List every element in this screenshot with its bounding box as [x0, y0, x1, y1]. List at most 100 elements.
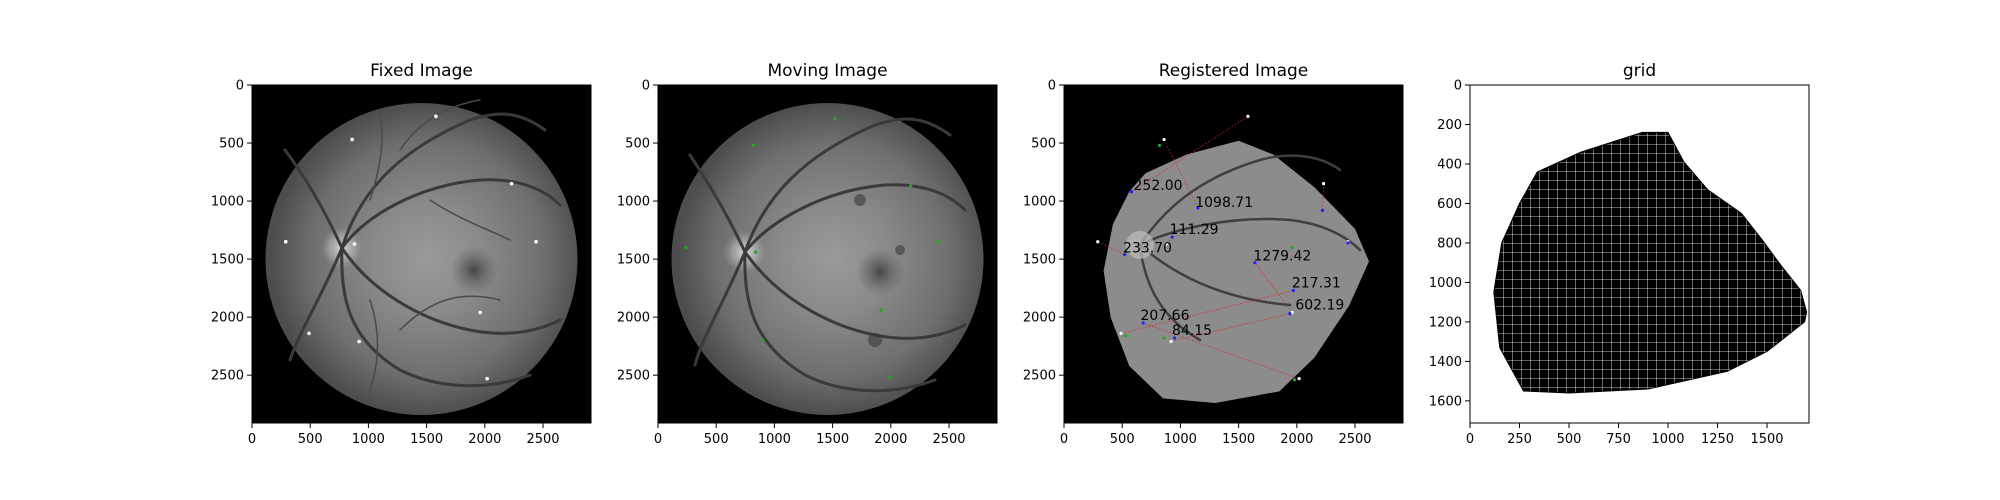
distance-label: 602.19	[1295, 297, 1344, 313]
x-tick-label: 1500	[1750, 432, 1783, 447]
landmark-point	[684, 245, 688, 250]
registered-landmark-point	[1320, 208, 1325, 212]
x-tick-label: 0	[1466, 432, 1474, 447]
y-tick-label: 0	[236, 79, 244, 94]
y-tick-label: 0	[1048, 79, 1056, 94]
y-tick-label: 1500	[617, 253, 650, 268]
y-tick-label: 500	[1031, 137, 1056, 152]
x-tick-label: 500	[1110, 432, 1135, 447]
deformation-mesh	[1493, 131, 1808, 394]
axis-ticks: 0 500 1000 1500 2000 2500 0 500 1000 1500 2000 2500	[211, 79, 560, 448]
panel-title: Fixed Image	[370, 61, 473, 81]
panel-fixed-image: Fixed Image 0 500 1000 150	[211, 61, 592, 448]
registered-landmark-point	[1291, 288, 1295, 293]
moved-landmark-point	[1157, 143, 1162, 147]
error-line	[1131, 116, 1249, 193]
y-tick-label: 500	[219, 137, 244, 152]
y-tick-label: 1000	[211, 195, 244, 210]
registered-landmark-point	[1129, 190, 1134, 194]
landmark-point	[935, 239, 940, 244]
panel-grid: grid 0 250 500 750 1000 1250 1500 0 200 400 600 800…	[1429, 61, 1810, 448]
registered-landmark-point	[1170, 235, 1174, 239]
error-line	[1171, 313, 1290, 342]
x-tick-label: 0	[654, 432, 662, 447]
fixed-landmark-point	[1119, 331, 1123, 335]
y-tick-label: 1400	[1429, 355, 1462, 370]
x-tick-label: 2000	[468, 432, 501, 447]
landmark-group	[1096, 114, 1350, 382]
y-tick-label: 0	[642, 79, 650, 94]
axes-frame	[251, 84, 592, 424]
landmark-point	[887, 375, 892, 380]
panel-registered-image: Registered Image 252.00 1098.71 111.29 233.…	[1023, 61, 1404, 447]
landmark-point	[753, 250, 758, 254]
moved-landmark-point	[1124, 334, 1128, 338]
panel-title: Moving Image	[767, 61, 887, 81]
fixed-landmark-point	[1164, 242, 1169, 246]
x-tick-label: 500	[298, 432, 323, 447]
landmark-group	[684, 116, 940, 380]
y-tick-label: 2000	[1023, 311, 1056, 326]
panel-moving-image: Moving Image 0 500 1000 1500 2000 2500 0 500 100…	[617, 61, 998, 447]
error-line	[1143, 322, 1300, 379]
panel-title: Registered Image	[1159, 61, 1309, 81]
x-tick-label: 2500	[932, 432, 965, 447]
y-tick-label: 2500	[1023, 369, 1056, 384]
fundus-image	[265, 99, 578, 415]
registered-landmark-point	[1288, 312, 1292, 316]
fixed-landmark-point	[1322, 182, 1326, 186]
fixed-landmark-point	[1162, 137, 1166, 142]
moved-landmark-point	[1162, 336, 1166, 340]
axes-frame	[1469, 84, 1810, 424]
landmark-point	[434, 114, 438, 119]
axes-frame	[657, 84, 998, 424]
landmark-point	[751, 143, 756, 148]
fixed-landmark-point	[1297, 377, 1301, 381]
x-tick-label: 1500	[1222, 432, 1255, 447]
x-tick-label: 2500	[1338, 432, 1371, 447]
x-tick-label: 500	[704, 432, 729, 447]
y-tick-label: 1000	[617, 195, 650, 210]
error-line	[1120, 290, 1294, 334]
landmark-point	[509, 181, 514, 186]
moved-landmark-point	[1292, 378, 1297, 382]
x-tick-label: 1000	[1651, 432, 1684, 447]
x-tick-label: 0	[248, 432, 256, 447]
distance-label: 233.70	[1123, 240, 1172, 256]
y-tick-label: 1200	[1429, 315, 1462, 330]
registered-landmark-point	[1122, 252, 1127, 257]
registered-landmark-point	[1141, 321, 1145, 325]
x-tick-label: 1000	[352, 432, 385, 447]
y-tick-label: 400	[1437, 157, 1462, 172]
landmark-point	[352, 242, 357, 246]
x-tick-label: 1500	[410, 432, 443, 447]
landmark-point	[307, 331, 311, 336]
error-line	[1097, 241, 1125, 255]
y-tick-label: 2500	[211, 369, 244, 384]
error-lines	[1097, 116, 1349, 379]
y-tick-label: 2500	[617, 369, 650, 384]
fundus-image	[671, 103, 984, 415]
fixed-landmark-point	[1169, 339, 1173, 344]
y-tick-label: 500	[625, 137, 650, 152]
registered-fundus	[1103, 140, 1369, 403]
x-tick-label: 2000	[874, 432, 907, 447]
y-tick-label: 2000	[211, 311, 244, 326]
y-tick-label: 1500	[1023, 253, 1056, 268]
distance-label: 84.15	[1172, 323, 1212, 339]
landmark-point	[478, 310, 482, 315]
warped-image-region	[1103, 140, 1369, 403]
x-tick-label: 1250	[1701, 432, 1734, 447]
landmark-point	[908, 184, 913, 188]
x-tick-label: 250	[1507, 432, 1532, 447]
fixed-landmark-point	[1246, 114, 1250, 118]
fixed-landmark-point	[1096, 240, 1100, 244]
y-tick-label: 200	[1437, 118, 1462, 133]
registered-landmark-point	[1172, 336, 1177, 340]
y-tick-label: 800	[1437, 236, 1462, 251]
moved-landmark-point	[1290, 245, 1294, 250]
x-tick-label: 500	[1557, 432, 1582, 447]
x-tick-label: 750	[1606, 432, 1631, 447]
axis-ticks: 0 250 500 750 1000 1250 1500 0 200 400 600 800 1000 1…	[1429, 79, 1784, 448]
x-tick-label: 1000	[758, 432, 791, 447]
